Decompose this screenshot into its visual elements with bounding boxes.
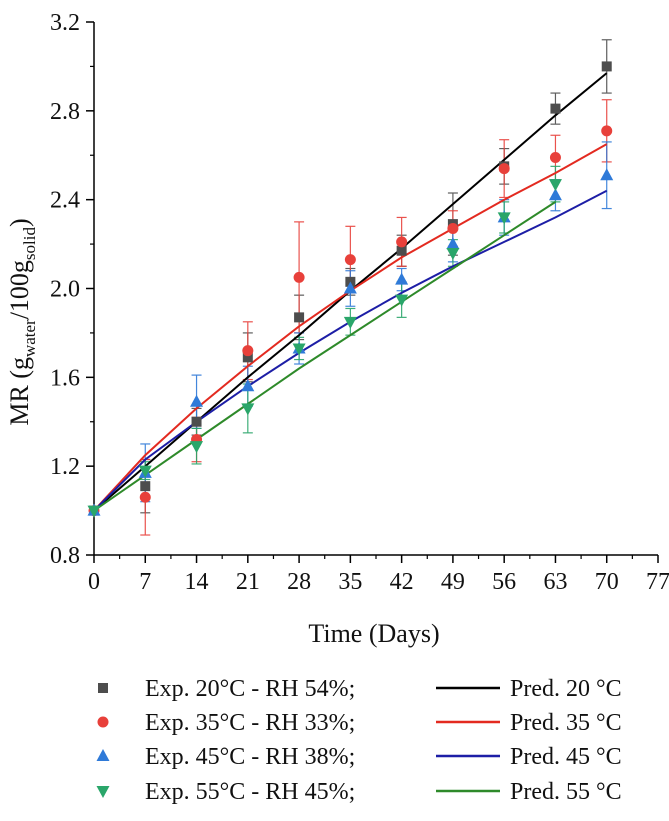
- legend-label: Pred. 20 °C: [510, 676, 622, 702]
- x-tick-label: 7: [139, 569, 151, 595]
- x-tick-label: 49: [441, 569, 465, 595]
- axes-layer: 0 7 14 21 28 35 42 49 56 63 70 77 0.8 1.2 1.6 2.0 2.4 2.8…: [50, 10, 669, 595]
- y-tick-label: 2.0: [50, 277, 80, 303]
- data-point: [549, 151, 561, 163]
- data-point: [191, 416, 202, 427]
- data-point: [395, 294, 409, 307]
- data-point: [447, 223, 459, 235]
- errorbar-layer: [140, 39, 612, 536]
- legend: Exp. 20°C - RH 54%; Exp. 35°C - RH 33%; Ex…: [96, 676, 622, 805]
- x-tick-label: 42: [390, 569, 414, 595]
- legend-label: Exp. 55°C - RH 45%;: [145, 779, 355, 805]
- markers-layer: [87, 61, 614, 518]
- data-point: [294, 312, 305, 323]
- legend-item: Pred. 35 °C: [436, 710, 622, 736]
- data-point: [241, 403, 255, 416]
- data-point: [396, 236, 408, 248]
- legend-marker: [97, 716, 109, 728]
- legend-item: Exp. 20°C - RH 54%;: [98, 676, 355, 702]
- data-point: [344, 254, 356, 266]
- legend-marker: [96, 749, 110, 761]
- legend-item: Pred. 20 °C: [436, 676, 622, 702]
- data-point: [446, 247, 460, 260]
- prediction-line: [93, 201, 557, 512]
- y-tick-label: 3.2: [50, 10, 80, 36]
- data-point: [343, 316, 357, 329]
- legend-item: Exp. 45°C - RH 38%;: [96, 744, 355, 770]
- data-point: [242, 352, 253, 363]
- y-axis-title-prefix: MR (g: [5, 357, 34, 426]
- data-point: [395, 272, 409, 285]
- data-point: [190, 394, 204, 407]
- y-axis-title: MR (gwater/100gsolid): [5, 218, 39, 425]
- y-tick-label: 2.4: [50, 188, 80, 214]
- data-point: [601, 61, 612, 72]
- x-axis-title: Time (Days): [308, 619, 439, 648]
- legend-label: Pred. 45 °C: [510, 744, 622, 770]
- data-point: [600, 168, 614, 181]
- data-point: [601, 125, 613, 137]
- x-tick-label: 70: [595, 569, 619, 595]
- x-tick-label: 21: [236, 569, 260, 595]
- legend-marker: [98, 683, 108, 693]
- x-tick-label: 28: [287, 569, 311, 595]
- legend-label: Pred. 35 °C: [510, 710, 622, 736]
- data-point: [343, 281, 357, 294]
- legend-label: Pred. 55 °C: [510, 779, 622, 805]
- data-point: [498, 163, 510, 175]
- legend-item: Exp. 35°C - RH 33%;: [97, 710, 355, 736]
- data-point: [190, 441, 204, 454]
- data-point: [292, 343, 306, 356]
- data-point: [138, 465, 152, 478]
- data-point: [548, 179, 562, 192]
- x-tick-label: 63: [543, 569, 567, 595]
- data-point: [550, 103, 561, 114]
- y-tick-label: 0.8: [50, 543, 80, 569]
- legend-label: Exp. 45°C - RH 38%;: [145, 744, 355, 770]
- data-point: [497, 212, 511, 225]
- y-tick-label: 1.2: [50, 454, 80, 480]
- x-tick-label: 56: [492, 569, 516, 595]
- data-point: [87, 505, 101, 518]
- legend-item: Exp. 55°C - RH 45%;: [96, 779, 355, 805]
- y-tick-label: 1.6: [50, 365, 80, 391]
- y-axis-title-suffix: ): [5, 218, 34, 227]
- y-axis-title-mid: /100g: [5, 260, 34, 319]
- legend-label: Exp. 35°C - RH 33%;: [145, 710, 355, 736]
- data-point: [241, 379, 255, 392]
- x-tick-label: 0: [88, 569, 100, 595]
- y-axis-title-sub-solid: solid: [20, 226, 39, 260]
- x-tick-label: 14: [185, 569, 209, 595]
- legend-item: Pred. 55 °C: [436, 779, 622, 805]
- data-point: [396, 245, 407, 256]
- legend-item: Pred. 45 °C: [436, 744, 622, 770]
- data-point: [242, 345, 254, 357]
- data-point: [139, 491, 151, 503]
- data-point: [446, 237, 460, 250]
- x-tick-label: 35: [338, 569, 362, 595]
- legend-marker: [96, 786, 110, 798]
- x-tick-label: 77: [646, 569, 669, 595]
- data-point: [548, 188, 562, 201]
- legend-label: Exp. 20°C - RH 54%;: [145, 676, 355, 702]
- data-point: [140, 481, 151, 492]
- data-point: [293, 271, 305, 283]
- y-tick-label: 2.8: [50, 99, 80, 125]
- y-axis-title-sub-water: water: [20, 319, 39, 357]
